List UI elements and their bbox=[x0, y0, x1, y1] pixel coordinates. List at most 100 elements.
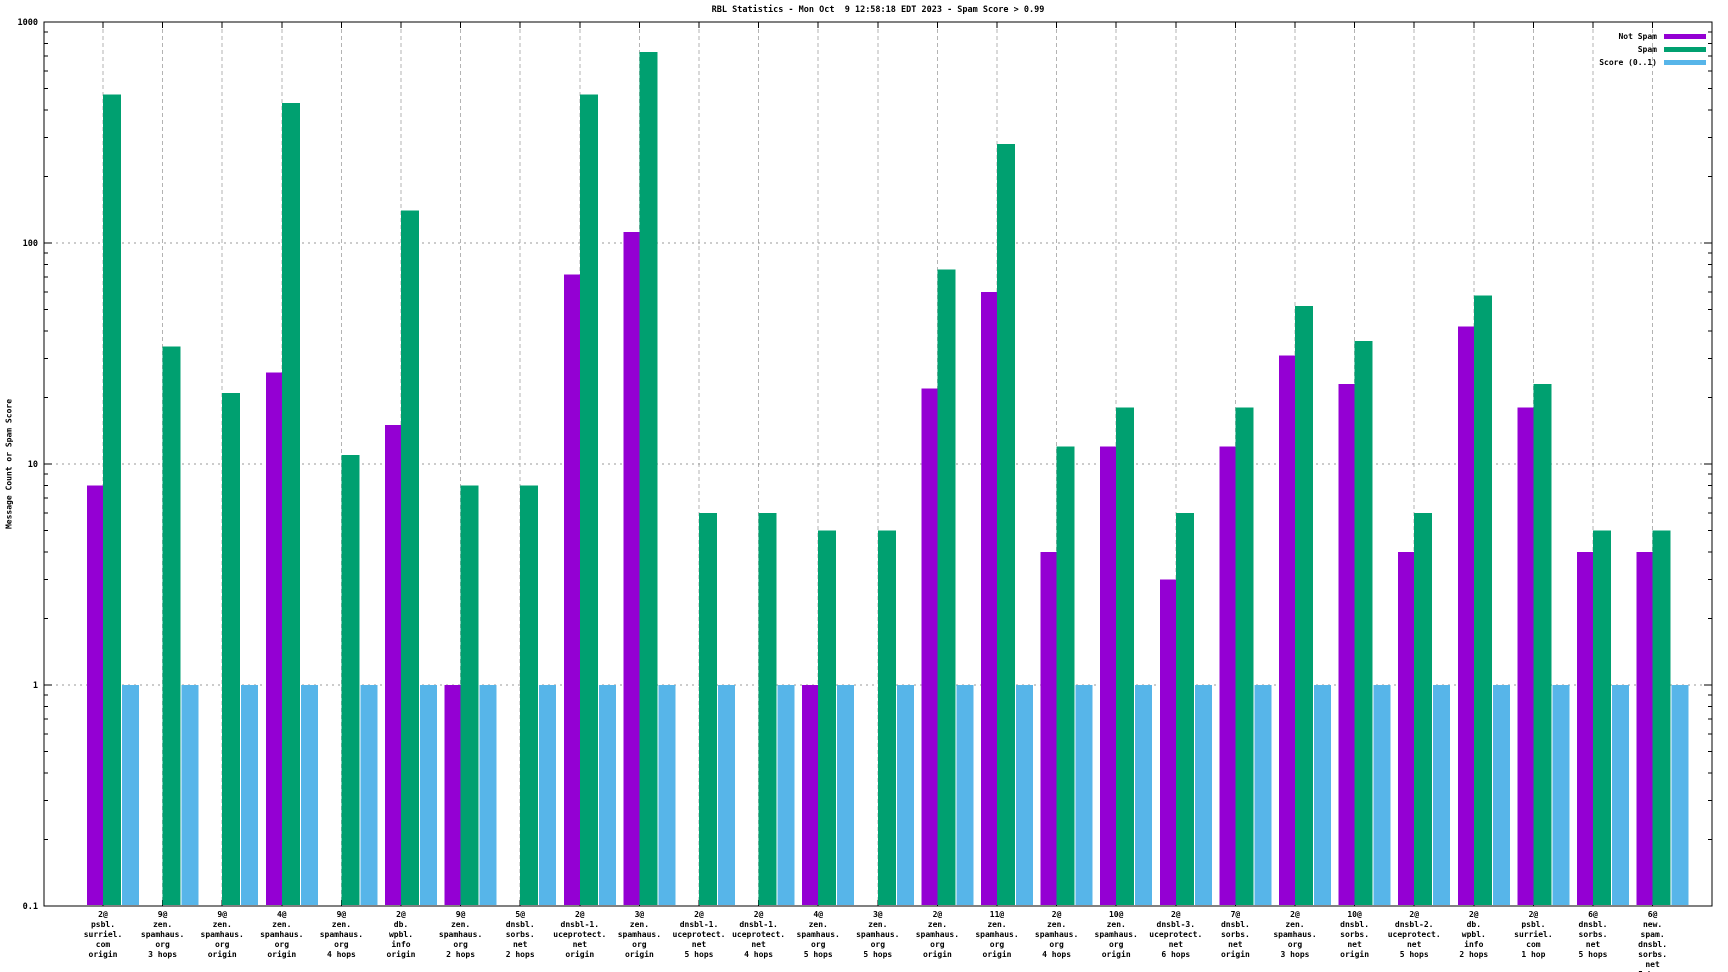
bar-not-spam bbox=[623, 232, 640, 906]
bar-spam bbox=[579, 94, 598, 905]
x-category-label: origin bbox=[983, 949, 1012, 959]
x-category-label: surriel. bbox=[84, 929, 123, 939]
x-category-label: 4@ bbox=[277, 910, 287, 919]
bar-not-spam bbox=[87, 485, 103, 905]
bar-score bbox=[1433, 685, 1451, 905]
x-category-label: 4 hops bbox=[1042, 950, 1071, 959]
bar-score bbox=[300, 685, 318, 905]
bar-score bbox=[1314, 685, 1331, 905]
bar-not-spam bbox=[444, 685, 461, 905]
x-category-label: origin bbox=[923, 949, 952, 959]
x-category-label: zen. bbox=[272, 920, 291, 929]
bar-spam bbox=[520, 485, 539, 905]
x-category-label: spamhaus. bbox=[975, 930, 1018, 939]
x-category-label: uceprotect. bbox=[673, 930, 726, 939]
x-category-label: org bbox=[930, 940, 945, 949]
x-category-label: db. bbox=[394, 920, 408, 929]
bar-not-spam bbox=[1398, 551, 1415, 905]
x-category-label: com bbox=[1526, 940, 1541, 949]
bar-spam bbox=[1116, 407, 1135, 905]
x-category-label: 3@ bbox=[873, 910, 883, 919]
x-category-label: psbl. bbox=[1521, 920, 1545, 929]
bar-score bbox=[837, 685, 855, 905]
x-category-label: spamhaus. bbox=[797, 930, 840, 939]
x-category-label: dnsbl. bbox=[506, 920, 535, 929]
x-category-label: 5 hops bbox=[804, 950, 833, 959]
x-category-label: sorbs. bbox=[506, 930, 535, 939]
x-category-label: origin bbox=[565, 949, 594, 959]
x-category-label: net bbox=[692, 940, 707, 949]
x-category-label: new. bbox=[1643, 920, 1662, 929]
x-category-label: origin bbox=[387, 949, 416, 959]
x-category-label: zen. bbox=[451, 920, 470, 929]
x-category-label: info bbox=[391, 939, 410, 949]
bar-spam bbox=[1295, 305, 1313, 905]
bar-spam bbox=[103, 94, 121, 905]
x-category-label: origin bbox=[1340, 949, 1369, 959]
bar-not-spam bbox=[981, 292, 997, 905]
x-category-label: 11@ bbox=[990, 910, 1005, 919]
x-category-label: spamhaus. bbox=[618, 930, 661, 939]
x-category-label: org bbox=[453, 940, 468, 949]
x-category-label: 5 hops bbox=[863, 950, 892, 959]
x-category-label: zen. bbox=[1047, 920, 1066, 929]
x-category-label: spamhaus. bbox=[856, 930, 899, 939]
x-category-label: wpbl. bbox=[1462, 930, 1486, 939]
x-category-label: 9@ bbox=[158, 910, 168, 919]
bar-score bbox=[420, 685, 437, 905]
x-category-label: 5@ bbox=[515, 910, 525, 919]
x-category-label: 3@ bbox=[635, 910, 645, 919]
x-category-label: 2@ bbox=[396, 910, 406, 919]
x-category-label: org bbox=[871, 940, 886, 949]
x-category-label: 2@ bbox=[1529, 910, 1539, 919]
x-category-label: net bbox=[513, 940, 528, 949]
x-category-label: org bbox=[990, 940, 1005, 949]
x-category-label: zen. bbox=[332, 920, 351, 929]
x-category-label: zen. bbox=[153, 920, 172, 929]
bar-score bbox=[479, 685, 497, 905]
bar-score bbox=[1671, 685, 1689, 905]
bar-spam bbox=[758, 513, 777, 905]
x-category-label: psbl. bbox=[91, 920, 115, 929]
bar-score bbox=[122, 685, 139, 905]
bar-spam bbox=[1414, 513, 1433, 905]
x-category-label: zen. bbox=[987, 920, 1006, 929]
bar-score bbox=[1612, 685, 1629, 905]
bar-score bbox=[241, 685, 259, 905]
x-category-label: origin bbox=[625, 949, 654, 959]
bar-not-spam bbox=[265, 372, 282, 905]
x-category-label: org bbox=[632, 940, 647, 949]
x-category-label: zen. bbox=[1107, 920, 1126, 929]
x-category-label: origin bbox=[267, 949, 296, 959]
x-category-label: wpbl. bbox=[389, 930, 413, 939]
x-category-label: org bbox=[1049, 940, 1064, 949]
bar-score bbox=[1254, 685, 1272, 905]
bar-not-spam bbox=[1577, 551, 1593, 905]
x-category-label: 2 hops bbox=[446, 950, 475, 959]
x-category-label: spamhaus. bbox=[201, 930, 244, 939]
bar-spam bbox=[281, 103, 300, 905]
x-category-label: org bbox=[334, 940, 349, 949]
x-category-label: sorbs. bbox=[1579, 930, 1608, 939]
bar-score bbox=[1135, 685, 1153, 905]
x-category-label: zen. bbox=[213, 920, 232, 929]
x-category-label: 2@ bbox=[1290, 910, 1300, 919]
x-category-label: org bbox=[1288, 940, 1303, 949]
bar-not-spam bbox=[921, 388, 938, 905]
bar-spam bbox=[401, 210, 419, 906]
legend-row: Spam bbox=[1599, 43, 1706, 56]
x-category-label: 5 hops bbox=[1579, 950, 1608, 959]
x-category-label: origin bbox=[1221, 949, 1250, 959]
bar-score bbox=[181, 685, 199, 905]
bar-not-spam bbox=[1338, 384, 1355, 906]
x-category-label: 5 hops bbox=[1638, 970, 1667, 972]
x-category-label: dnsbl-1. bbox=[680, 920, 719, 929]
x-category-label: org bbox=[1109, 940, 1124, 949]
bar-spam bbox=[937, 269, 956, 905]
bar-score bbox=[1552, 685, 1570, 905]
x-category-label: org bbox=[275, 940, 290, 949]
x-category-label: 2@ bbox=[98, 910, 108, 919]
bar-not-spam bbox=[1219, 446, 1236, 905]
bar-spam bbox=[341, 454, 360, 905]
